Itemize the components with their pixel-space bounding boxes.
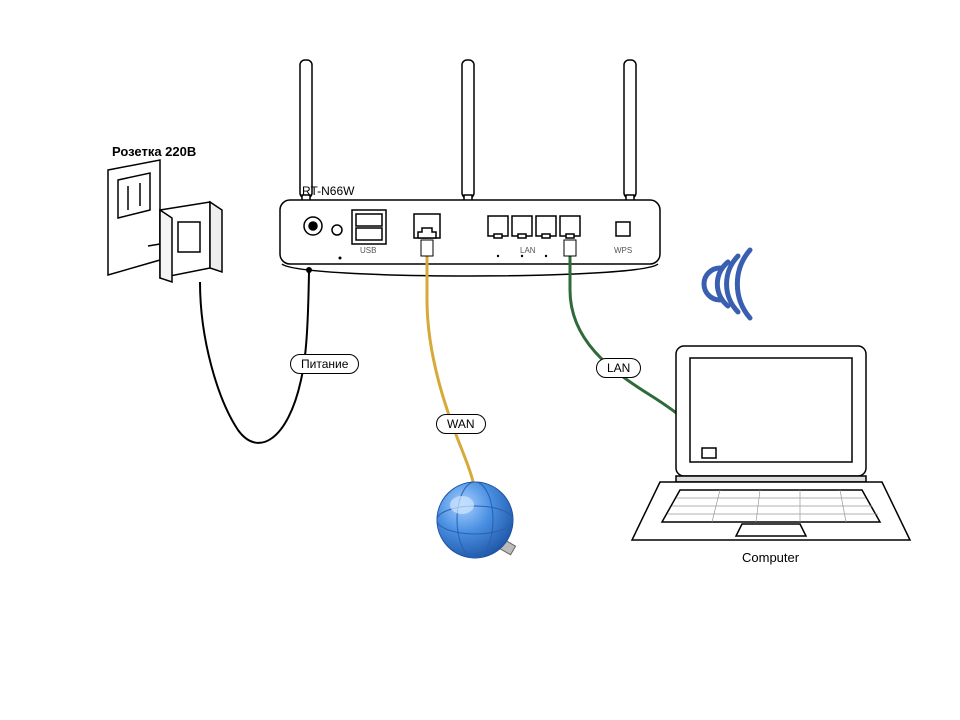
router-icon [280,200,660,276]
diagram-svg [0,0,960,720]
wan-pill-label: WAN [436,414,486,434]
wifi-signal-icon [704,250,750,318]
wps-port-label: WPS [614,246,632,255]
computer-label: Computer [742,550,799,565]
power-pill-label: Питание [290,354,359,374]
lan-port-label: LAN [520,246,536,255]
wan-cable [427,240,476,498]
router-connection-diagram: { "type": "network-connection-diagram", … [0,0,960,720]
router-model-label: RT-N66W [302,184,354,198]
outlet-label: Розетка 220В [112,144,196,159]
rj45-lan-plug-icon [564,240,576,256]
laptop-icon [632,346,910,540]
internet-globe-icon [437,482,513,558]
usb-port-label: USB [360,246,376,255]
rj45-wan-plug-icon [421,240,433,256]
wall-outlet-icon [108,160,160,275]
lan-pill-label: LAN [596,358,641,378]
